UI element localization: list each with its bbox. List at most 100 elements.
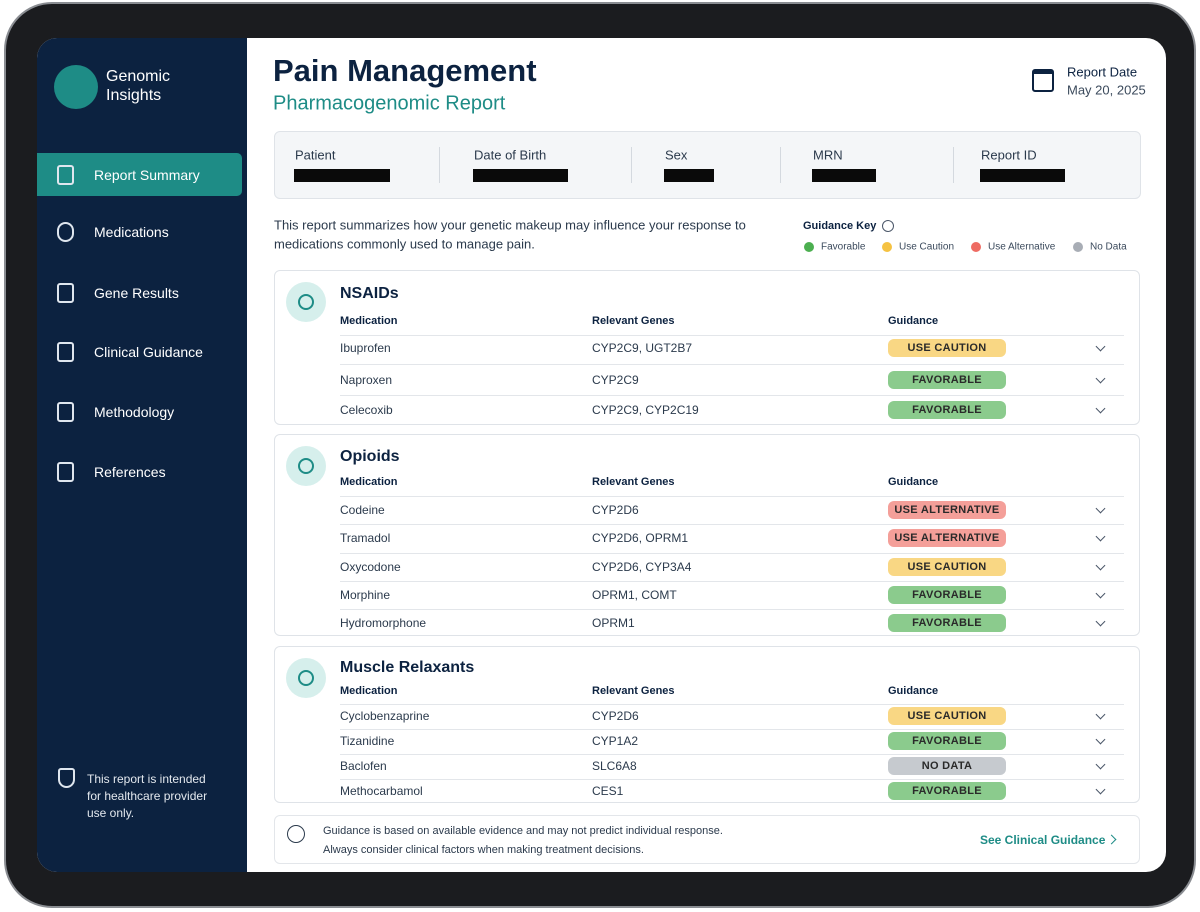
page-title: Pain Management — [273, 53, 537, 88]
row-divider — [340, 729, 1124, 730]
nav-item[interactable]: Methodology — [94, 404, 175, 420]
medication: Tizanidine — [340, 734, 395, 748]
brand-name: Insights — [106, 87, 162, 104]
genes: CYP1A2 — [592, 734, 639, 748]
guidance-badge — [888, 558, 1006, 576]
nav-item[interactable]: Gene Results — [94, 285, 179, 301]
guidance-badge — [888, 757, 1006, 775]
guidance: FAVORABLE — [912, 404, 982, 416]
redacted-value — [980, 169, 1065, 182]
row-divider — [340, 609, 1124, 610]
guidance-badge — [888, 614, 1006, 632]
row-divider — [340, 553, 1124, 554]
column-header: Medication — [340, 315, 398, 327]
section-card — [274, 270, 1140, 425]
nav-active — [37, 153, 242, 196]
medication: Ibuprofen — [340, 341, 391, 355]
medication: Tramadol — [340, 531, 391, 545]
divider — [439, 147, 440, 183]
column-header: Guidance — [888, 476, 939, 488]
patient-box — [274, 131, 1141, 199]
nav-icon — [57, 462, 74, 482]
section-title: Opioids — [340, 448, 400, 465]
row-divider — [340, 754, 1124, 755]
page-subtitle: Pharmacogenomic Report — [273, 92, 506, 115]
guidance: USE ALTERNATIVE — [894, 532, 1000, 544]
patient-field-label: MRN — [813, 147, 843, 163]
section-title: Muscle Relaxants — [340, 659, 475, 676]
guidance: FAVORABLE — [912, 785, 982, 797]
column-header: Relevant Genes — [592, 315, 675, 327]
guidance: USE ALTERNATIVE — [894, 504, 1000, 516]
patient-field-label: Sex — [665, 147, 688, 163]
row-divider — [340, 364, 1124, 365]
key-dot — [804, 242, 814, 252]
intro-text: This report summarizes how your genetic … — [274, 217, 746, 233]
report-date: May 20, 2025 — [1067, 82, 1146, 98]
nav-item[interactable]: Clinical Guidance — [94, 344, 203, 360]
guidance-badge — [888, 401, 1006, 419]
guidance: FAVORABLE — [912, 589, 982, 601]
clinical-guidance-link[interactable]: See Clinical Guidance — [980, 833, 1106, 847]
footer-box — [274, 815, 1140, 864]
guidance: FAVORABLE — [912, 735, 982, 747]
genes: CYP2C9, UGT2B7 — [592, 341, 693, 355]
sidebar-note: This report is intended — [87, 772, 206, 786]
patient-field-label: Date of Birth — [474, 147, 547, 163]
redacted-value — [473, 169, 568, 182]
guidance-badge — [888, 707, 1006, 725]
column-header: Relevant Genes — [592, 476, 675, 488]
section-card — [274, 434, 1140, 636]
nav-item[interactable]: Report Summary — [94, 167, 200, 183]
column-header: Relevant Genes — [592, 685, 675, 697]
brand-name: Genomic — [106, 68, 171, 85]
guidance: FAVORABLE — [912, 374, 982, 386]
genes: CYP2D6 — [592, 503, 639, 517]
column-header: Medication — [340, 476, 398, 488]
guidance-key-title: Guidance Key — [803, 220, 877, 232]
sidebar-note: for healthcare provider — [87, 789, 208, 803]
medication: Morphine — [340, 588, 391, 602]
key-dot — [971, 242, 981, 252]
guidance-badge — [888, 782, 1006, 800]
medication: Hydromorphone — [340, 616, 427, 630]
key-label: Use Alternative — [988, 241, 1056, 253]
row-divider — [340, 704, 1124, 705]
guidance: FAVORABLE — [912, 617, 982, 629]
nav-icon — [57, 222, 74, 242]
medication: Celecoxib — [340, 403, 393, 417]
genes: CYP2C9, CYP2C19 — [592, 403, 699, 417]
genes: OPRM1, COMT — [592, 588, 677, 602]
nav-icon — [57, 342, 74, 362]
column-header: Guidance — [888, 685, 939, 697]
nav-item[interactable]: References — [94, 464, 166, 480]
medication: Oxycodone — [340, 560, 401, 574]
nav-item[interactable]: Medications — [94, 224, 169, 240]
redacted-value — [664, 169, 714, 182]
brand-logo — [54, 65, 98, 109]
guidance: USE CAUTION — [907, 342, 987, 354]
column-header: Medication — [340, 685, 398, 697]
nav-icon — [57, 165, 74, 185]
guidance-badge — [888, 501, 1006, 519]
patient-field-label: Report ID — [981, 147, 1037, 163]
medication: Cyclobenzaprine — [340, 709, 430, 723]
genes: CYP2D6, CYP3A4 — [592, 560, 692, 574]
report-date-label: Report Date — [1067, 64, 1138, 80]
key-dot — [882, 242, 892, 252]
guidance-badge — [888, 529, 1006, 547]
footer-note: Guidance is based on available evidence … — [323, 825, 723, 837]
guidance: USE CAUTION — [907, 710, 987, 722]
divider — [780, 147, 781, 183]
sidebar-note: use only. — [87, 806, 135, 820]
genes: CES1 — [592, 784, 624, 798]
nav-icon — [57, 402, 74, 422]
key-dot — [1073, 242, 1083, 252]
intro-text: medications commonly used to manage pain… — [274, 236, 535, 252]
nav-icon — [57, 283, 74, 303]
row-divider — [340, 779, 1124, 780]
redacted-value — [812, 169, 876, 182]
guidance-badge — [888, 371, 1006, 389]
genes: OPRM1 — [592, 616, 635, 630]
